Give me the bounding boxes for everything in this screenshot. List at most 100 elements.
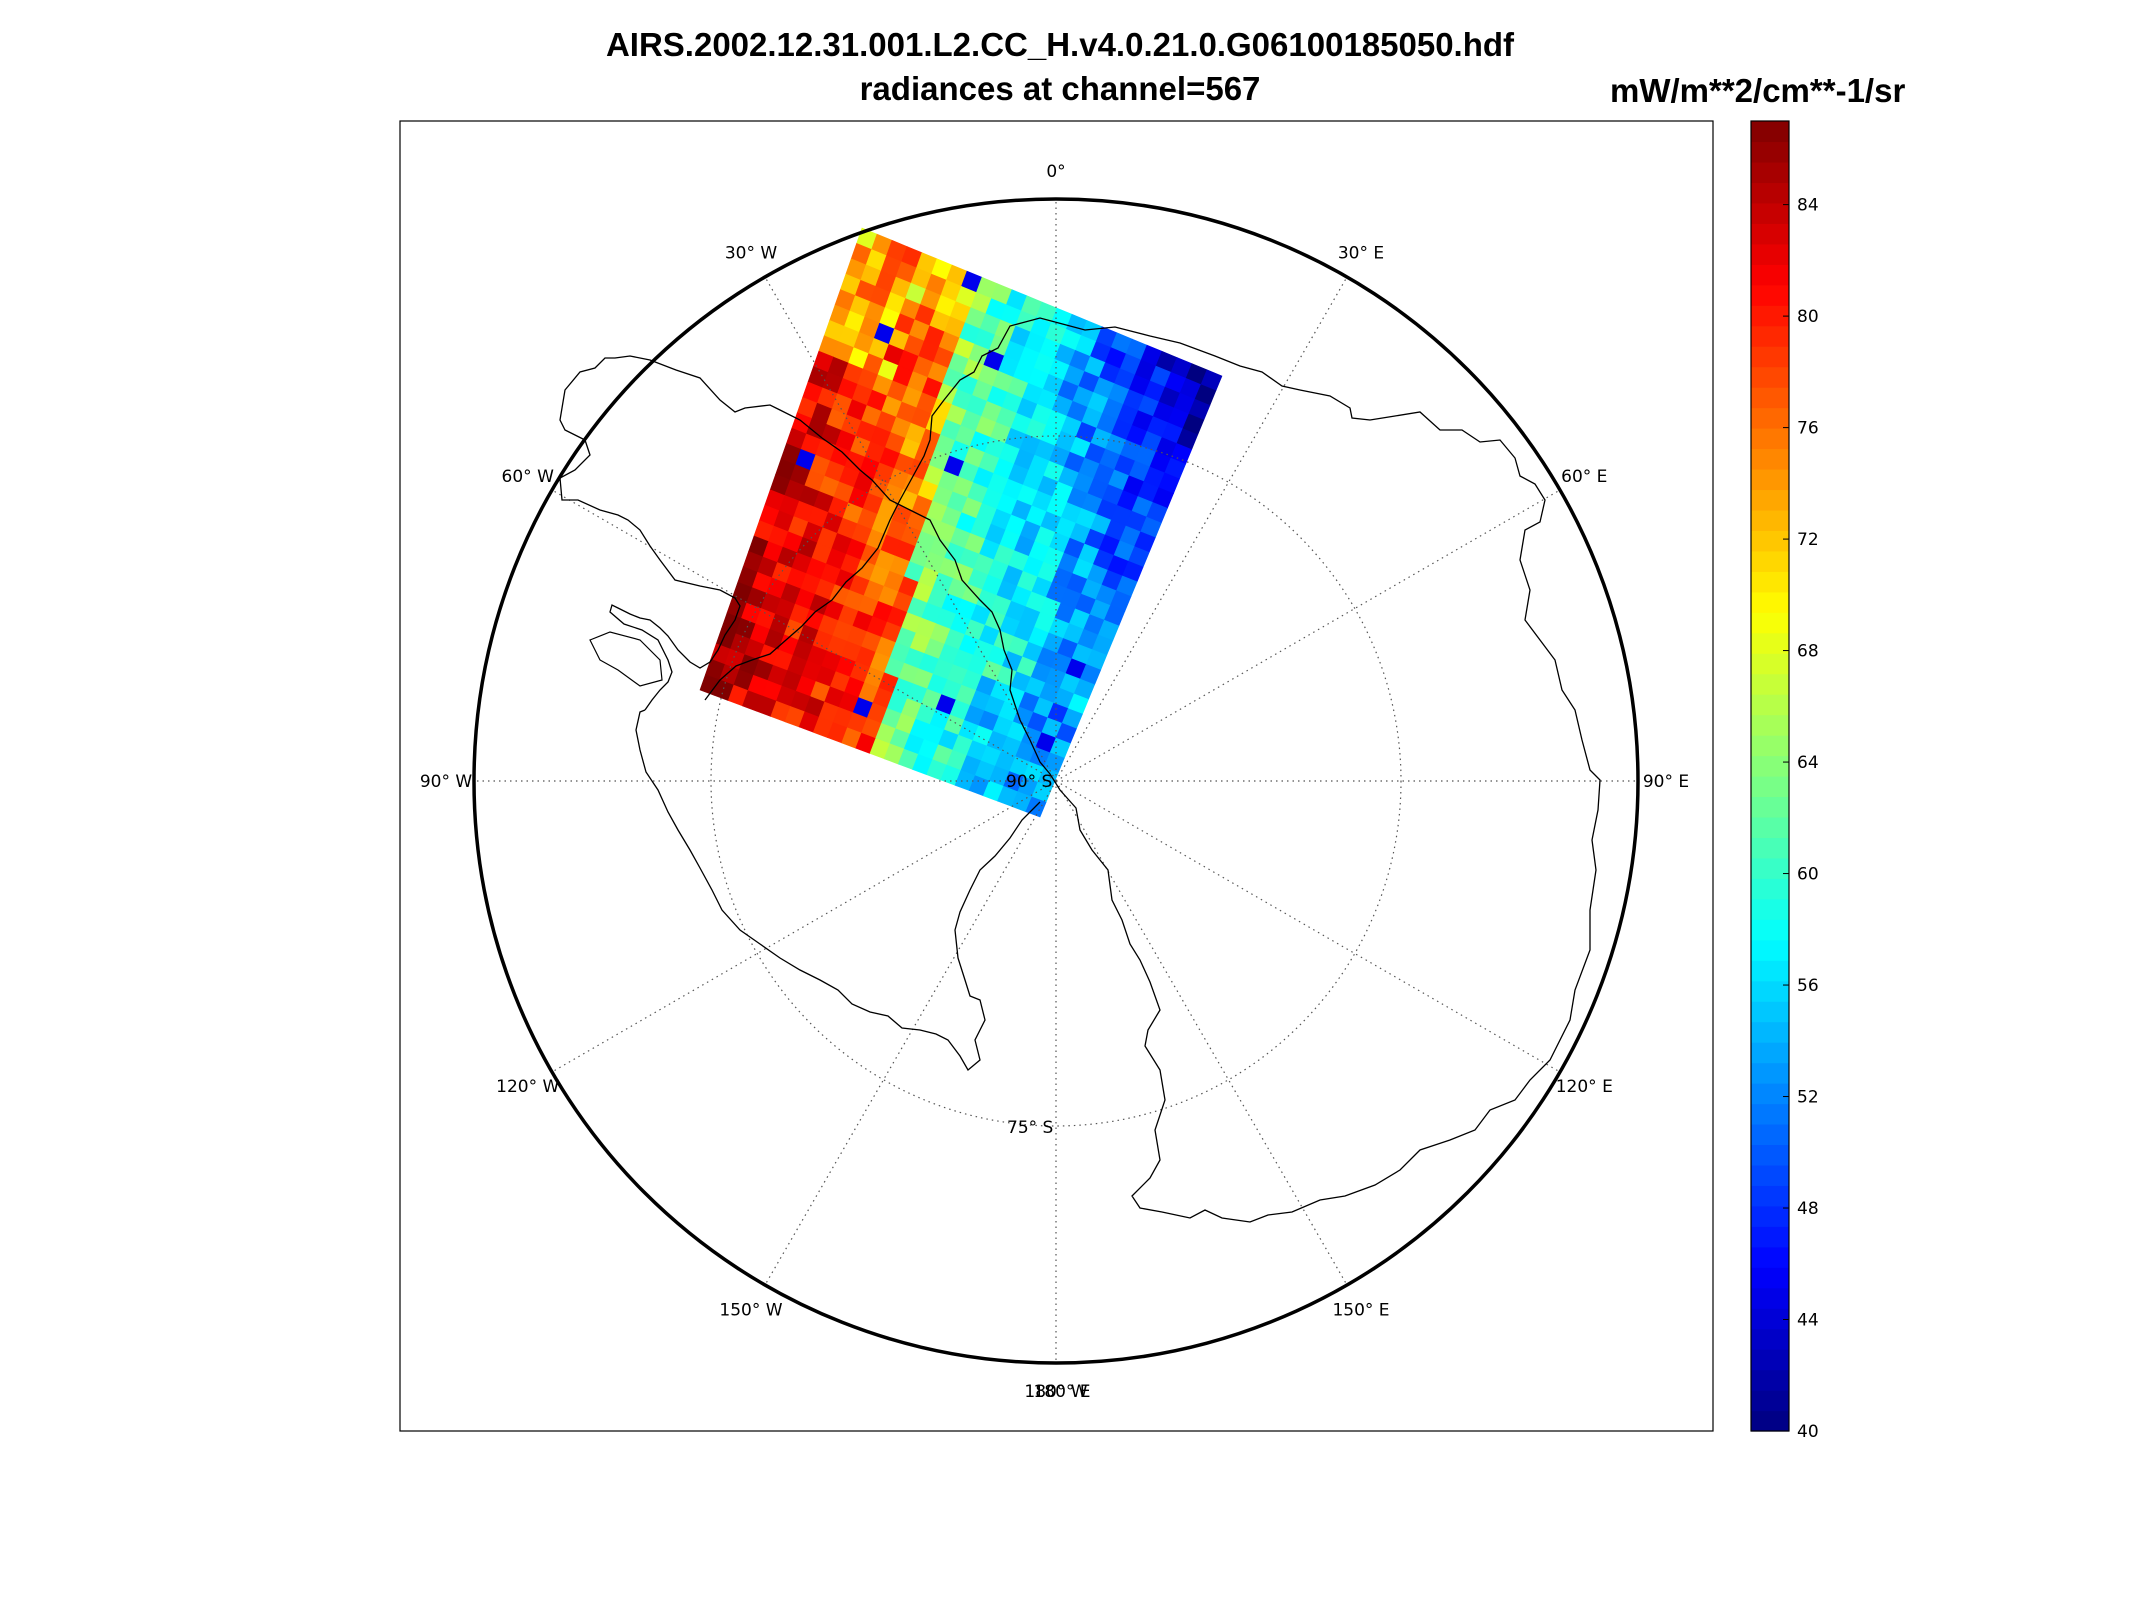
colorbar-swatch [1751,1062,1789,1084]
longitude-label: 180° W [1024,1382,1087,1402]
longitude-label: 90° W [420,772,473,792]
colorbar-tick-label: 64 [1797,753,1819,773]
parallel-label-75s: 75° S [1007,1118,1053,1138]
colorbar-swatch [1751,243,1789,265]
colorbar-swatch [1751,1123,1789,1146]
colorbar-swatch [1751,264,1789,286]
colorbar-swatch [1751,428,1789,450]
colorbar-swatch [1751,387,1789,409]
longitude-label: 180° E [1033,1382,1090,1402]
longitude-label: 90° E [1643,772,1689,792]
colorbar-swatch [1751,1144,1789,1166]
map-axes-frame [399,120,1714,1432]
colorbar-swatch [1751,1308,1789,1330]
meridian-line [551,489,1057,782]
island-outline [589,631,663,687]
colorbar-swatch [1751,509,1789,531]
colorbar-swatch [1751,448,1789,470]
antarctica-coastline [559,321,1601,1223]
colorbar-swatch [1751,960,1789,982]
colorbar-swatch [1751,571,1789,593]
colorbar-swatch [1751,530,1789,552]
colorbar-tick-label: 56 [1797,976,1819,996]
colorbar-tick-label: 48 [1797,1199,1819,1219]
colorbar-swatch [1751,591,1789,613]
colorbar-tick-label: 44 [1797,1311,1819,1331]
longitude-label: 0° [1046,162,1065,182]
colorbar-swatch [1751,1328,1789,1350]
colorbar-tick-label: 84 [1797,196,1819,216]
colorbar-swatch [1751,1164,1789,1186]
colorbar-swatch [1751,489,1789,511]
longitude-label: 120° E [1556,1077,1613,1097]
colorbar-swatch [1751,223,1789,245]
longitude-labels: 0° 30° W 30° E 60° W 60° E 90° W 90° E 120° W 12… [420,162,1689,1402]
ross-sea-coast [635,709,1041,1071]
colorbar-swatch [1751,612,1789,634]
chart-title: AIRS.2002.12.31.001.L2.CC_H.v4.0.21.0.G0… [605,26,1515,63]
colorbar-swatch [1751,898,1789,920]
colorbar-swatch [1751,837,1789,859]
longitude-label: 60° W [502,467,555,487]
colorbar-swatch [1751,1287,1789,1309]
colorbar-swatch [1751,121,1789,143]
colorbar-swatch [1751,1267,1789,1289]
colorbar-swatch [1751,1021,1789,1043]
antarctic-peninsula-coast [704,317,1056,701]
colorbar-swatch [1751,1185,1789,1207]
map-boundary-circle [472,197,1640,1365]
colorbar-swatch [1751,776,1789,798]
colorbar-swatch [1751,755,1789,777]
colorbar-swatch [1751,816,1789,839]
colorbar-swatch [1751,980,1789,1002]
colorbar-swatch [1751,202,1789,224]
colorbar-swatch [1751,735,1789,757]
colorbar-swatch [1751,1246,1789,1268]
parallel-circle-75s [710,435,1402,1127]
colorbar-swatch [1751,653,1789,675]
colorbar-swatch [1751,407,1789,429]
meridian-line [764,276,1057,782]
colorbar-swatch [1751,1390,1789,1412]
colorbar-swatch [1751,1369,1789,1391]
colorbar-tick-label: 40 [1797,1422,1819,1442]
colorbar-swatch [1751,1001,1789,1023]
colorbar-swatch [1751,325,1789,347]
colorbar-swatch [1751,346,1789,368]
longitude-label: 120° W [496,1077,559,1097]
longitude-label: 30° E [1338,244,1384,264]
colorbar-tick-label: 76 [1797,419,1819,439]
colorbar-swatch [1751,468,1789,491]
colorbar-units-label: mW/m**2/cm**-1/sr [1610,72,1906,109]
colorbar-swatch [1751,632,1789,654]
colorbar-tick-label: 68 [1797,642,1819,662]
meridian-line [1055,780,1561,1073]
meridian-line [1055,276,1348,782]
longitude-label: 60° E [1561,467,1607,487]
longitude-label: 150° E [1332,1300,1389,1320]
colorbar-swatch [1751,1226,1789,1248]
colorbar-swatch [1751,141,1789,163]
colorbar-swatch [1751,878,1789,900]
colorbar-tick-label: 80 [1797,307,1819,327]
colorbar-swatch [1751,919,1789,941]
colorbar-swatch [1751,694,1789,716]
colorbar-swatch [1751,1103,1789,1125]
colorbar-tick-label: 52 [1797,1088,1819,1108]
colorbar-swatch [1751,939,1789,961]
colorbar-swatch [1751,673,1789,695]
colorbar-swatch [1751,1410,1789,1432]
pole-label: 90° S [1006,772,1052,792]
colorbar-swatch [1751,1349,1789,1371]
colorbar-swatch [1751,857,1789,879]
colorbar-swatch [1751,714,1789,736]
colorbar-swatch [1751,1205,1789,1227]
colorbar-swatch [1751,305,1789,327]
colorbar-swatch [1751,182,1789,204]
colorbar-swatch [1751,161,1789,184]
colorbar-swatch [1751,796,1789,818]
radiance-swath [699,227,1223,818]
meridian-line [764,780,1057,1286]
longitude-label: 30° W [725,244,778,264]
colorbar-swatch [1751,1083,1789,1105]
